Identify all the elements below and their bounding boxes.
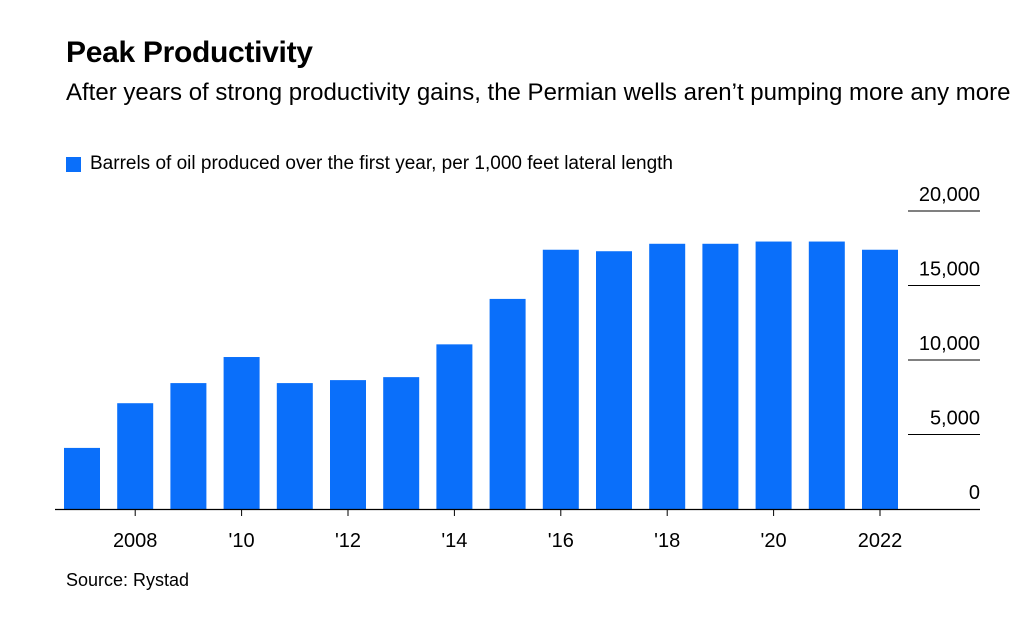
bar-2022 (862, 249, 898, 510)
x-tick-label-2008: 2008 (113, 530, 158, 552)
x-tick-label-2022: 2022 (858, 530, 903, 552)
bar-2014 (436, 344, 473, 509)
bar-2018 (649, 243, 686, 509)
source-note: Source: Rystad (66, 570, 190, 590)
chart-title: Peak Productivity (66, 36, 313, 69)
x-tick-label-2018: '18 (654, 530, 680, 552)
x-tick-label-2014: '14 (441, 530, 467, 552)
x-axis: 2008 '10 '12 '14 '16 '18 '20 2022 (113, 509, 902, 552)
bar-2013 (383, 377, 420, 509)
bar-2016 (542, 249, 579, 510)
bar-2008 (117, 403, 154, 509)
x-tick-label-2020: '20 (761, 530, 787, 552)
bar-2019 (702, 243, 739, 509)
x-tick-label-2010: '10 (229, 530, 255, 552)
legend-label: Barrels of oil produced over the first y… (90, 153, 673, 174)
bar-2007 (64, 447, 100, 509)
bar-2017 (596, 251, 632, 510)
y-tick-label-15000: 15,000 (919, 259, 980, 281)
x-tick-label-2012: '12 (335, 530, 361, 552)
y-axis: 0 5,000 10,000 15,000 20,000 (908, 184, 980, 504)
bar-2009 (170, 383, 207, 509)
y-tick-label-0: 0 (969, 482, 980, 504)
bar-2011 (276, 383, 313, 509)
y-tick-label-5000: 5,000 (930, 408, 980, 430)
bar-2010 (223, 357, 260, 509)
x-tick-label-2016: '16 (548, 530, 574, 552)
bar-2021 (808, 241, 845, 510)
legend: Barrels of oil produced over the first y… (66, 152, 673, 176)
y-tick-label-10000: 10,000 (919, 333, 980, 355)
bar-2015 (489, 298, 526, 509)
y-tick-label-20000: 20,000 (919, 184, 980, 206)
chart-subtitle: After years of strong productivity gains… (66, 79, 1011, 106)
bar-2020 (755, 241, 792, 510)
bar-2012 (330, 380, 366, 509)
bars-layer (64, 241, 898, 510)
legend-swatch (66, 156, 81, 172)
